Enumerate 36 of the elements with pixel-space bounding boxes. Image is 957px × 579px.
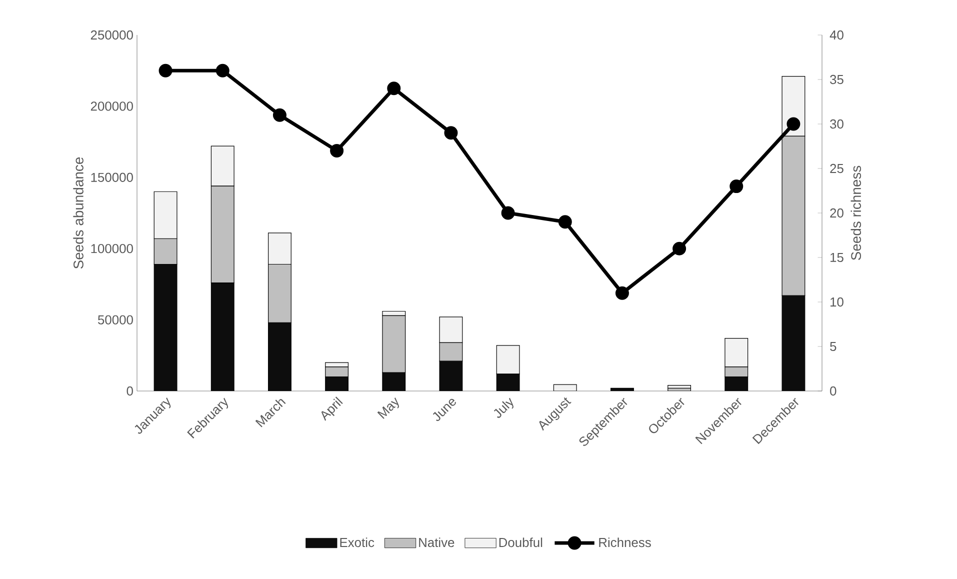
y-tick-label: 250000 (90, 30, 133, 40)
legend-label: Exotic (340, 538, 374, 548)
y-tick-label: 50000 (98, 315, 133, 324)
legend-label: Native (419, 538, 454, 548)
y2-tick-label: 5 (830, 342, 836, 352)
x-tick-label: May (377, 397, 399, 419)
point (615, 286, 629, 300)
point (387, 82, 401, 96)
point (672, 242, 686, 256)
y2-tick-label: 30 (830, 119, 844, 129)
point (444, 126, 458, 140)
y-tick-label: 200000 (90, 102, 133, 111)
y2-tick-label: 25 (830, 164, 844, 174)
point (501, 206, 515, 220)
y2-tick-label: 20 (830, 208, 844, 218)
point (730, 180, 744, 194)
y2-axis-title: Seeds richness (850, 166, 862, 260)
y-axis-title: Seeds abundance (73, 157, 84, 269)
y-tick-label: 150000 (91, 172, 133, 182)
point (216, 64, 230, 78)
y2-tick-label: 0 (830, 386, 836, 396)
legend-label: Richness (599, 538, 651, 548)
y2-tick-label: 40 (830, 30, 844, 40)
point (272, 108, 286, 122)
point (330, 144, 344, 158)
point (558, 215, 572, 229)
y2-tick-label: 15 (830, 252, 844, 262)
point (786, 117, 800, 131)
x-tick-label: July (494, 398, 514, 418)
legend-label: Doubful (499, 538, 542, 548)
point (158, 64, 172, 78)
y2-tick-label: 35 (830, 74, 844, 84)
y-tick-label: 100000 (91, 244, 133, 254)
y2-tick-label: 10 (830, 297, 844, 307)
y-tick-label: 0 (126, 386, 133, 396)
bar (668, 385, 692, 388)
